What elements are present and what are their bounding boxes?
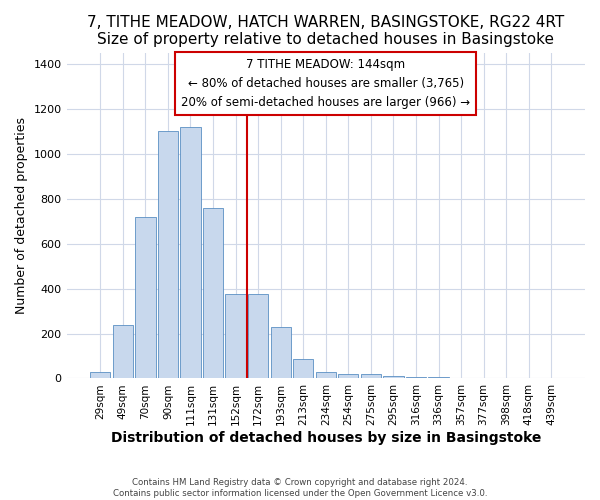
Bar — [113, 324, 133, 378]
Bar — [203, 208, 223, 378]
Bar — [181, 127, 200, 378]
Bar — [406, 376, 426, 378]
Bar — [158, 132, 178, 378]
X-axis label: Distribution of detached houses by size in Basingstoke: Distribution of detached houses by size … — [110, 431, 541, 445]
Bar — [383, 376, 404, 378]
Bar — [90, 372, 110, 378]
Text: 7 TITHE MEADOW: 144sqm
← 80% of detached houses are smaller (3,765)
20% of semi-: 7 TITHE MEADOW: 144sqm ← 80% of detached… — [181, 58, 470, 108]
Bar — [338, 374, 358, 378]
Bar — [361, 374, 381, 378]
Bar — [248, 294, 268, 378]
Bar — [226, 294, 246, 378]
Bar — [135, 216, 155, 378]
Title: 7, TITHE MEADOW, HATCH WARREN, BASINGSTOKE, RG22 4RT
Size of property relative t: 7, TITHE MEADOW, HATCH WARREN, BASINGSTO… — [87, 15, 565, 48]
Text: Contains HM Land Registry data © Crown copyright and database right 2024.
Contai: Contains HM Land Registry data © Crown c… — [113, 478, 487, 498]
Bar — [271, 327, 291, 378]
Y-axis label: Number of detached properties: Number of detached properties — [15, 117, 28, 314]
Bar — [316, 372, 336, 378]
Bar — [293, 360, 313, 378]
